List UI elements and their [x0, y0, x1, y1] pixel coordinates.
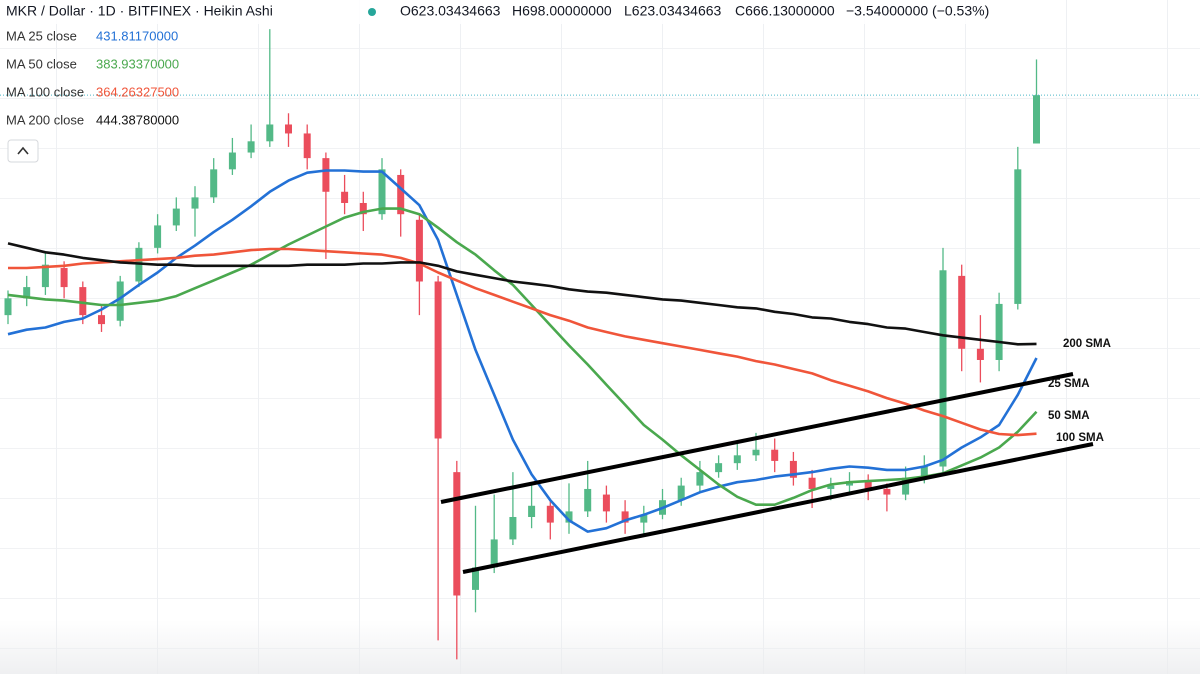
status-dot	[368, 8, 376, 16]
ohlc-close: C666.13000000	[735, 3, 835, 19]
legend-value: 431.81170000	[96, 28, 178, 43]
candle-body	[621, 511, 629, 523]
candle-body	[228, 152, 236, 170]
candle-body	[341, 191, 349, 203]
candle-body	[359, 202, 367, 215]
candle-body	[528, 505, 536, 517]
candle-body	[60, 268, 68, 288]
candle-body	[733, 455, 741, 464]
candle-body	[920, 466, 928, 478]
ohlc-change: −3.54000000 (−0.53%)	[846, 3, 989, 19]
trend-line	[462, 442, 1094, 574]
candle-body	[584, 488, 592, 512]
annotation: 200 SMA	[1063, 338, 1111, 350]
candle-body	[172, 208, 180, 226]
ohlc-low: L623.03434663	[624, 3, 722, 19]
legend-label: MA 50 close	[6, 56, 77, 71]
candle-body	[509, 516, 517, 540]
candle-body	[266, 124, 274, 142]
candle-body	[808, 477, 816, 489]
legend-label: MA 100 close	[6, 84, 84, 99]
candle-body	[154, 225, 162, 248]
candle-body	[191, 197, 199, 209]
ohlc-open: O623.03434663	[400, 3, 501, 19]
candle-body	[976, 348, 984, 360]
trend-line	[440, 372, 1074, 504]
candle-body	[23, 287, 31, 299]
candle-body	[602, 494, 610, 512]
candle-body	[864, 481, 872, 489]
candle-body	[434, 281, 442, 439]
candle-body	[247, 141, 255, 153]
candle-body	[1014, 169, 1022, 304]
ma-line	[7, 207, 1038, 506]
candle-body	[378, 169, 386, 215]
candle-body	[453, 472, 461, 596]
candle-body	[696, 472, 704, 486]
candle-body	[883, 488, 891, 495]
candle-body	[490, 539, 498, 568]
candle-body	[789, 460, 797, 478]
candle-body	[397, 174, 405, 215]
candle-body	[210, 169, 218, 198]
candle-body	[116, 281, 124, 321]
collapse-button[interactable]	[7, 139, 39, 163]
candle-body	[827, 485, 835, 489]
ma-line	[7, 169, 1038, 533]
collapse-icon	[17, 146, 29, 155]
annotation: 100 SMA	[1056, 432, 1104, 444]
legend-value: 383.93370000	[96, 56, 179, 71]
legend-value: 364.26327500	[96, 84, 179, 99]
ohlc-high: H698.00000000	[512, 3, 612, 19]
legend-value: 444.38780000	[96, 112, 179, 127]
ma-line	[7, 242, 1037, 346]
candle-body	[303, 133, 311, 159]
candle-body	[415, 219, 423, 282]
candle-body	[995, 303, 1003, 360]
candle-body	[79, 287, 87, 316]
candle-body	[677, 485, 685, 501]
candle-body	[285, 124, 292, 134]
candle-body	[546, 505, 554, 523]
candle-body	[771, 449, 779, 461]
legend-label: MA 25 close	[6, 28, 77, 43]
candle-body	[565, 511, 573, 523]
annotation: 25 SMA	[1048, 378, 1090, 390]
plot-area	[0, 29, 1200, 660]
legend-label: MA 200 close	[6, 112, 84, 127]
candle-body	[640, 514, 648, 523]
candle-body	[98, 315, 105, 325]
candle-body	[902, 477, 910, 495]
chart-title: MKR / Dollar · 1D · BITFINEX · Heikin As…	[6, 3, 273, 19]
legend: MA 25 close 431.81170000 MA 50 close 383.93…	[6, 28, 179, 127]
candle-body	[752, 449, 760, 456]
candle-body	[715, 463, 723, 473]
ma-line	[8, 247, 1037, 437]
candle-body	[939, 270, 947, 467]
candle-body	[1033, 95, 1040, 144]
candle-body	[958, 275, 966, 349]
candle-body	[41, 264, 49, 288]
annotation: 50 SMA	[1048, 410, 1090, 422]
candle-body	[4, 298, 12, 316]
candle-body	[472, 567, 479, 590]
candle-body	[322, 158, 330, 192]
header-bg	[0, 0, 1000, 24]
